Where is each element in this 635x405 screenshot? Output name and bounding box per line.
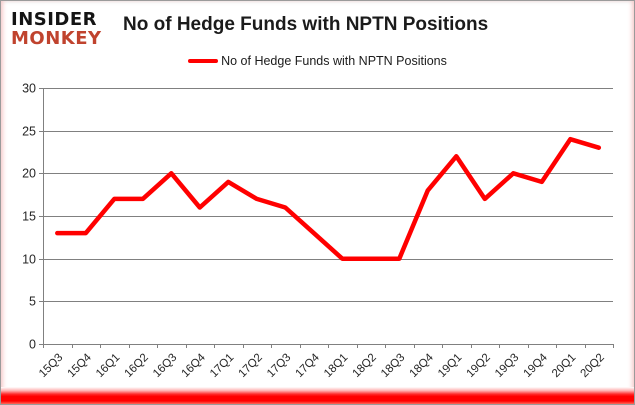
x-axis-label: 18Q2 xyxy=(350,352,378,380)
chart-legend: No of Hedge Funds with NPTN Positions xyxy=(1,52,634,69)
brand-red-bar xyxy=(1,387,634,404)
x-axis-label: 19Q2 xyxy=(464,352,492,380)
chart-title: No of Hedge Funds with NPTN Positions xyxy=(123,14,489,35)
logo-line-monkey: MONKEY xyxy=(11,28,102,49)
x-axis-label: 17Q2 xyxy=(236,352,264,380)
x-axis-label: 17Q3 xyxy=(265,352,293,380)
data-line xyxy=(55,136,602,261)
legend-label: No of Hedge Funds with NPTN Positions xyxy=(221,53,447,68)
y-axis-label: 20 xyxy=(22,167,36,181)
x-axis-label: 17Q4 xyxy=(293,351,322,380)
x-axis-label: 15Q3 xyxy=(37,352,65,380)
y-axis-label: 10 xyxy=(22,253,36,267)
y-axis-label: 0 xyxy=(29,338,36,352)
x-axis-label: 15Q4 xyxy=(65,351,94,380)
x-axis-label: 16Q2 xyxy=(122,352,150,380)
x-axis-label: 19Q1 xyxy=(436,352,464,380)
x-axis-label: 16Q1 xyxy=(94,352,122,380)
x-axis-label: 19Q4 xyxy=(521,351,550,380)
x-axis-label: 17Q1 xyxy=(208,352,236,380)
y-axis-label: 30 xyxy=(22,82,36,96)
x-axis-label: 18Q4 xyxy=(407,351,436,380)
logo-line-insider: INSIDER xyxy=(11,9,98,30)
insider-monkey-logo: INSIDER MONKEY xyxy=(11,10,102,48)
y-axis-label: 15 xyxy=(22,210,36,224)
x-axis-label: 20Q2 xyxy=(578,352,606,380)
y-axis-label: 25 xyxy=(22,125,36,139)
x-axis-label: 19Q3 xyxy=(493,352,521,380)
x-axis-label: 16Q3 xyxy=(151,352,179,380)
x-axis-label: 18Q3 xyxy=(379,352,407,380)
x-axis-label: 20Q1 xyxy=(550,352,578,380)
x-axis-label: 16Q4 xyxy=(179,351,208,380)
y-axis-label: 5 xyxy=(29,295,36,309)
x-axis-label: 18Q1 xyxy=(322,352,350,380)
legend-line-marker xyxy=(188,58,219,63)
